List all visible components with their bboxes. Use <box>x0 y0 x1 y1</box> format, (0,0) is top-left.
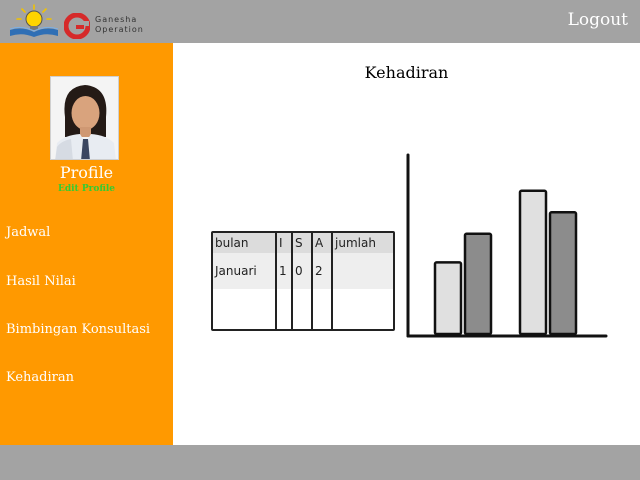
sidebar-item-jadwal[interactable]: Jadwal <box>6 225 51 240</box>
sidebar-item-bimbingan-konsultasi[interactable]: Bimbingan Konsultasi <box>6 322 151 337</box>
cell-i: 1 <box>275 253 292 289</box>
bar-group1-series2 <box>463 232 493 336</box>
sidebar: Profile Edit Profile Jadwal Hasil Nilai … <box>0 43 173 445</box>
brand-name: Ganesha Operation <box>95 15 144 35</box>
cell-bulan: Januari <box>215 264 257 278</box>
sidebar-item-hasil-nilai[interactable]: Hasil Nilai <box>6 274 76 289</box>
column-header-jumlah: jumlah <box>331 233 393 253</box>
avatar <box>50 76 119 160</box>
column-header-s: S <box>291 233 312 253</box>
bars-group <box>433 189 578 336</box>
sidebar-item-kehadiran[interactable]: Kehadiran <box>6 370 74 385</box>
main-content: Kehadiran bulan I S A jumlah Januari 1 0 <box>173 43 640 445</box>
column-header-i: I <box>275 233 292 253</box>
page-title: Kehadiran <box>364 63 449 82</box>
top-bar: Ganesha Operation Logout <box>0 0 640 43</box>
bar-group2-series1 <box>518 189 548 336</box>
bar-group1-series1 <box>433 261 463 336</box>
logout-button[interactable]: Logout <box>567 10 628 30</box>
profile-photo <box>51 77 118 159</box>
column-header-bulan: bulan <box>215 236 249 250</box>
cell-jumlah <box>331 253 393 289</box>
cell-a: 2 <box>311 253 332 289</box>
lightbulb-book-icon <box>9 4 59 37</box>
ganesha-g-icon <box>64 13 90 39</box>
cell-s: 0 <box>291 253 312 289</box>
brand-line-2: Operation <box>95 25 144 34</box>
brand-line-1: Ganesha <box>95 15 138 24</box>
table-row-empty <box>213 289 393 329</box>
profile-title: Profile <box>59 163 114 182</box>
attendance-table: bulan I S A jumlah Januari 1 0 2 <box>211 231 395 331</box>
footer-bar <box>0 445 640 480</box>
column-header-a: A <box>311 233 332 253</box>
table-header-row: bulan I S A jumlah <box>213 233 393 253</box>
table-row: Januari 1 0 2 <box>213 253 393 289</box>
bar-group2-series2 <box>548 211 578 336</box>
edit-profile-link[interactable]: Edit Profile <box>57 184 116 194</box>
attendance-chart <box>406 153 608 338</box>
